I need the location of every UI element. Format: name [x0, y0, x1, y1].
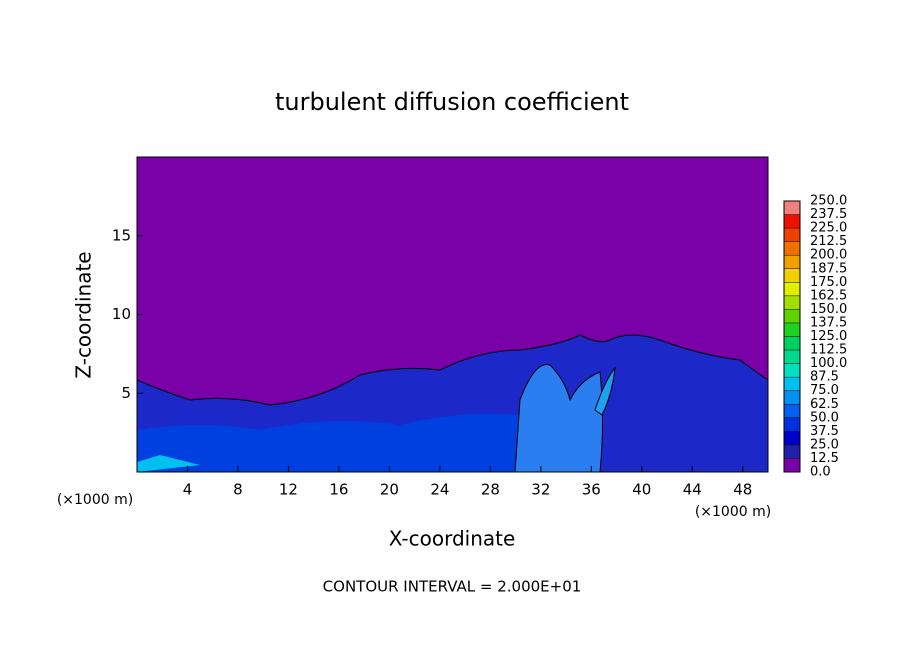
- colorbar-label: 75.0: [810, 383, 839, 398]
- colorbar-label: 62.5: [810, 397, 839, 412]
- colorbar-segment: [784, 404, 800, 418]
- colorbar-segment: [784, 255, 800, 269]
- colorbar-label: 200.0: [810, 248, 847, 263]
- colorbar-segment: [784, 322, 800, 337]
- colorbar-segment: [784, 241, 800, 256]
- colorbar-segment: [784, 444, 800, 459]
- colorbar-label: 112.5: [810, 343, 847, 358]
- field: [136, 157, 769, 473]
- y-axis-label: Z-coordinate: [72, 251, 96, 378]
- x-unit-label: (×1000 m): [57, 492, 133, 508]
- chart-title: turbulent diffusion coefficient: [275, 88, 629, 116]
- colorbar-segment: [784, 268, 800, 283]
- colorbar-segment: [784, 431, 800, 445]
- colorbar-label: 12.5: [810, 451, 839, 466]
- colorbar-label: 125.0: [810, 329, 847, 344]
- colorbar-label: 250.0: [810, 194, 847, 209]
- footnote: CONTOUR INTERVAL = 2.000E+01: [323, 578, 582, 596]
- x-tick-label: 8: [233, 481, 243, 499]
- colorbar-label: 25.0: [810, 437, 839, 452]
- colorbar-segment: [784, 336, 800, 351]
- x-tick-label: 4: [183, 481, 193, 499]
- colorbar-label: 162.5: [810, 288, 847, 303]
- colorbar-segment: [784, 228, 800, 242]
- colorbar-segment: [784, 363, 800, 378]
- colorbar-label: 37.5: [810, 424, 839, 439]
- colorbar-segment: [784, 309, 800, 323]
- colorbar-label: 50.0: [810, 410, 839, 425]
- x-unit-label: (×1000 m): [695, 504, 771, 520]
- x-tick-label: 44: [683, 481, 702, 499]
- x-tick-label: 12: [279, 481, 298, 499]
- colorbar-segment: [784, 201, 800, 215]
- x-tick-label: 32: [531, 481, 550, 499]
- colorbar-segment: [784, 390, 800, 405]
- x-axis-label: X-coordinate: [389, 527, 516, 551]
- colorbar-segment: [784, 350, 800, 364]
- colorbar-segment: [784, 295, 800, 310]
- colorbar-label: 100.0: [810, 356, 847, 371]
- colorbar-label: 150.0: [810, 302, 847, 317]
- field-region: [514, 363, 603, 473]
- colorbar-label: 237.5: [810, 207, 847, 222]
- field-region: [137, 413, 520, 472]
- x-tick-label: 48: [733, 481, 752, 499]
- colorbar-label: 0.0: [810, 465, 831, 480]
- y-tick-label: 10: [112, 305, 131, 323]
- x-tick-label: 40: [632, 481, 651, 499]
- colorbar-label: 212.5: [810, 234, 847, 249]
- colorbar-label: 137.5: [810, 315, 847, 330]
- x-tick-label: 20: [380, 481, 399, 499]
- colorbar-label: 87.5: [810, 370, 839, 385]
- x-tick-label: 36: [582, 481, 601, 499]
- colorbar-segment: [784, 458, 800, 472]
- x-tick-label: 24: [430, 481, 449, 499]
- colorbar-segment: [784, 282, 800, 296]
- colorbar-label: 187.5: [810, 261, 847, 276]
- y-tick-label: 5: [121, 384, 131, 402]
- colorbar-segment: [784, 377, 800, 391]
- x-tick-label: 16: [329, 481, 348, 499]
- colorbar-label: 225.0: [810, 221, 847, 236]
- x-tick-label: 28: [481, 481, 500, 499]
- colorbar-segment: [784, 417, 800, 432]
- field-region: [594, 366, 616, 416]
- y-tick-label: 15: [112, 226, 131, 244]
- colorbar-segment: [784, 214, 800, 229]
- field-region: [137, 455, 200, 472]
- colorbar-label: 175.0: [810, 275, 847, 290]
